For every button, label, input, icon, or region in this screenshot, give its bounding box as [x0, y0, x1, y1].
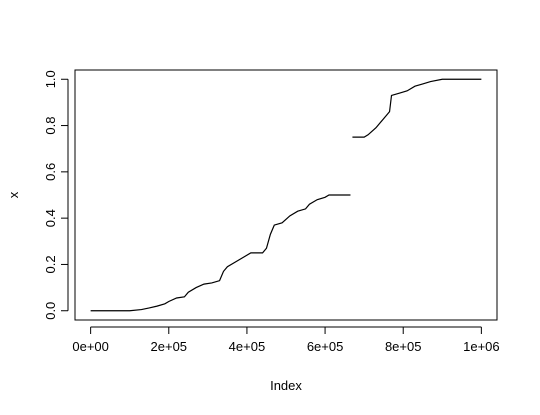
y-axis-label: x [6, 191, 21, 198]
y-tick-label: 0.4 [43, 209, 58, 227]
x-tick-label: 4e+05 [229, 339, 266, 354]
y-tick-label: 0.2 [43, 255, 58, 273]
x-tick-label: 8e+05 [385, 339, 422, 354]
y-tick-label: 0.6 [43, 163, 58, 181]
x-tick-label: 1e+06 [463, 339, 500, 354]
y-tick-label: 1.0 [43, 70, 58, 88]
x-axis-label: Index [270, 378, 302, 393]
x-tick-label: 0e+00 [72, 339, 109, 354]
data-line [90, 78, 482, 312]
x-tick-label: 6e+05 [307, 339, 344, 354]
y-tick-label: 0.8 [43, 117, 58, 135]
x-tick-label: 2e+05 [151, 339, 188, 354]
plot-frame [74, 69, 498, 321]
y-tick-label: 0.0 [43, 302, 58, 320]
